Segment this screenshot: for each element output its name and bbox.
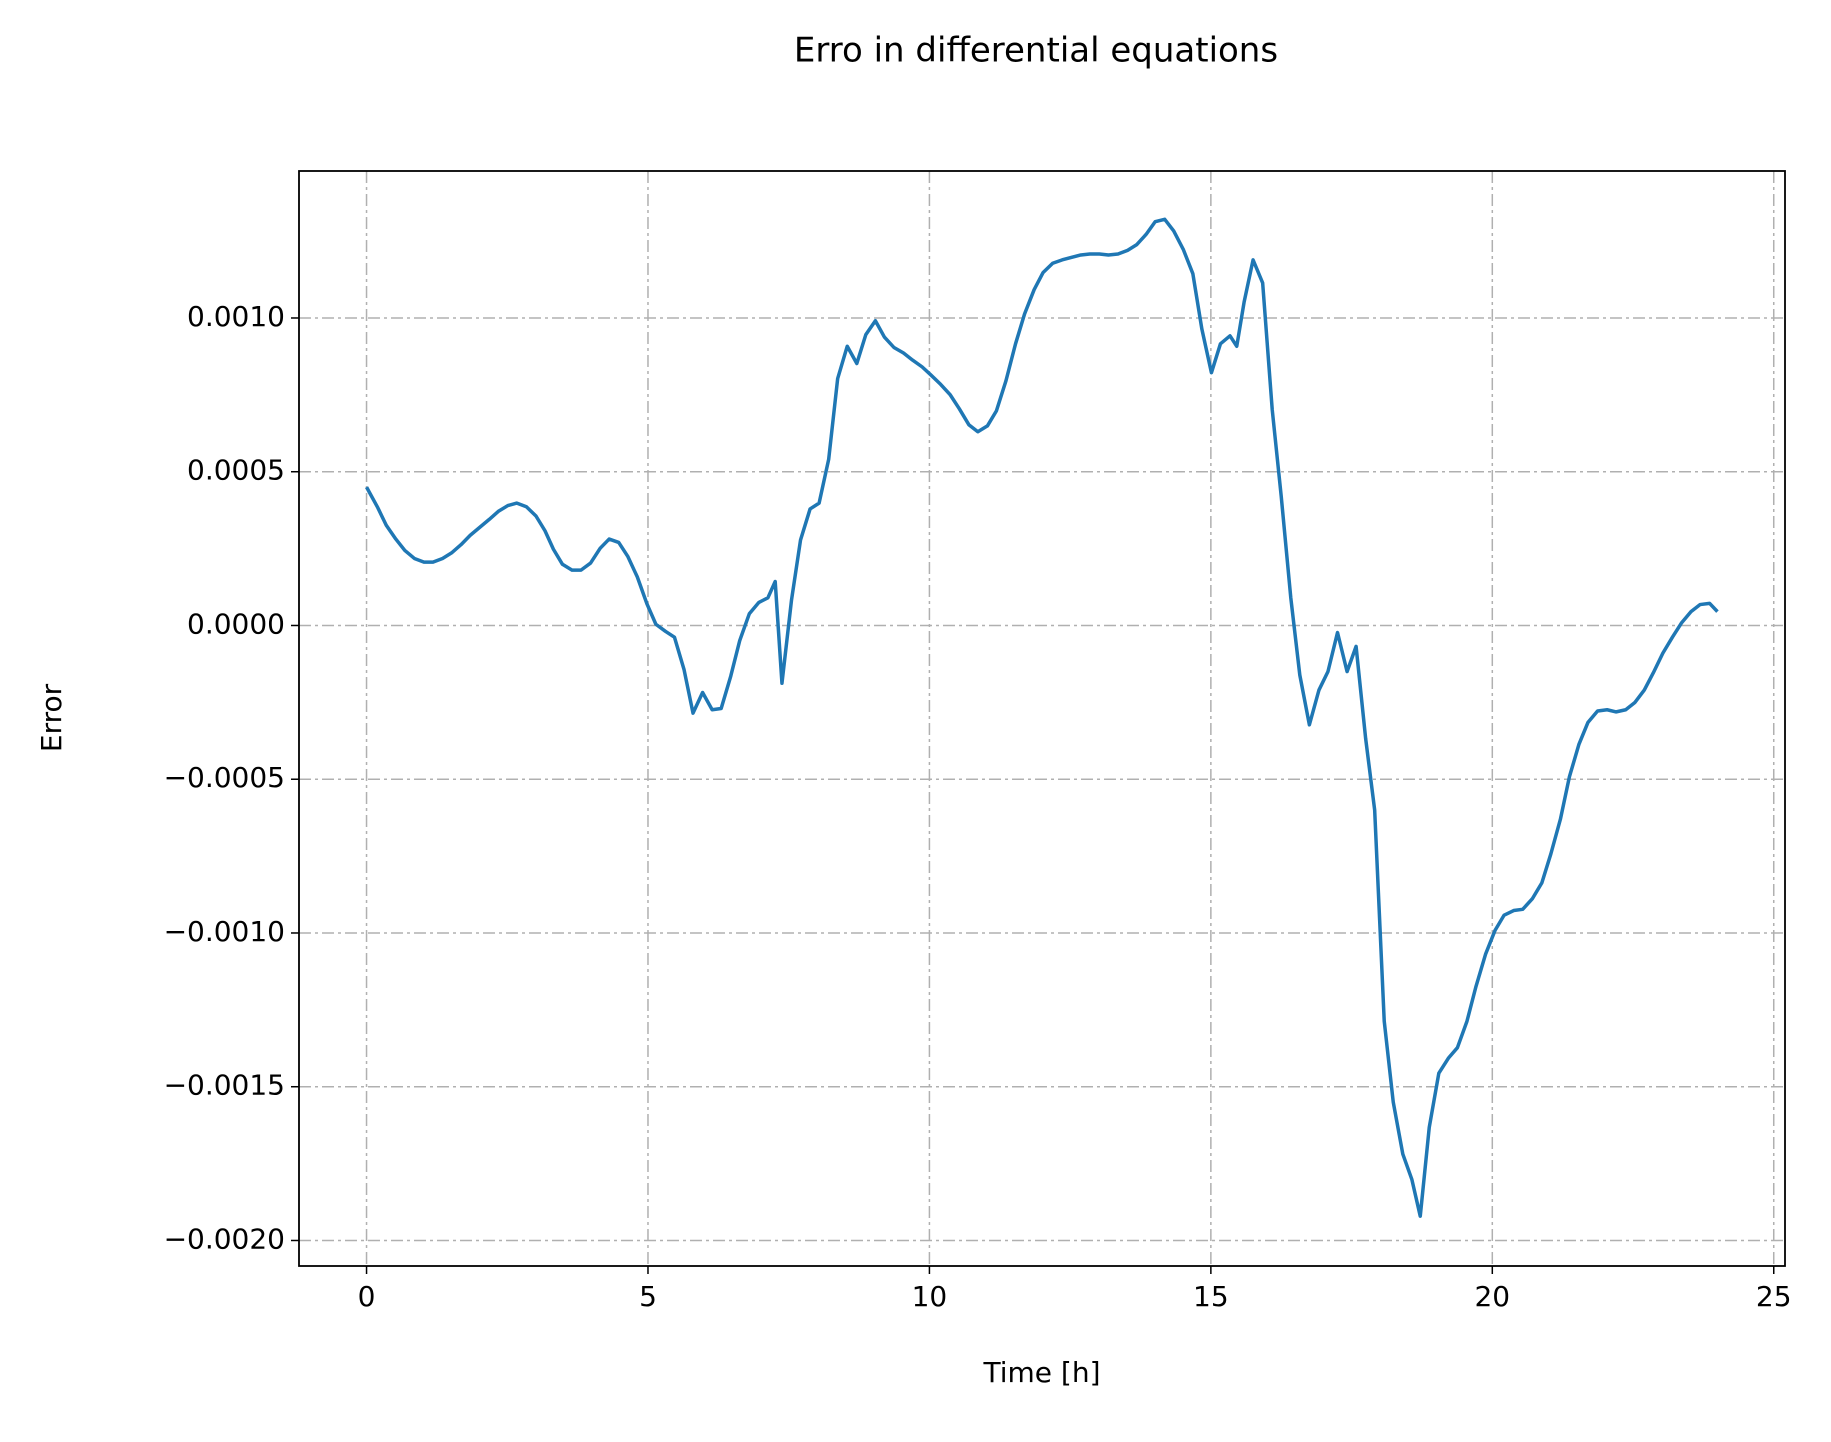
data-line xyxy=(365,217,1719,1218)
y-tick-label: 0.0010 xyxy=(187,300,285,333)
x-tick-label: 0 xyxy=(358,1280,376,1313)
x-tick-label: 10 xyxy=(912,1280,948,1313)
x-tick-label: 20 xyxy=(1474,1280,1510,1313)
x-tick-label: 25 xyxy=(1756,1280,1792,1313)
chart-title: Erro in differential equations xyxy=(794,31,1278,71)
x-tick-label: 5 xyxy=(639,1280,657,1313)
y-tick-label: −0.0010 xyxy=(164,915,285,948)
y-axis-label: Error xyxy=(35,683,68,752)
x-tick-label: 15 xyxy=(1193,1280,1229,1313)
x-axis-label: Time [h] xyxy=(982,1356,1100,1389)
y-tick-label: −0.0020 xyxy=(164,1222,285,1255)
y-tick-label: 0.0005 xyxy=(187,454,285,487)
y-tick-label: 0.0000 xyxy=(187,607,285,640)
y-tick-label: −0.0005 xyxy=(164,761,285,794)
plot-frame xyxy=(298,170,1786,1267)
y-tick-label: −0.0015 xyxy=(164,1069,285,1102)
